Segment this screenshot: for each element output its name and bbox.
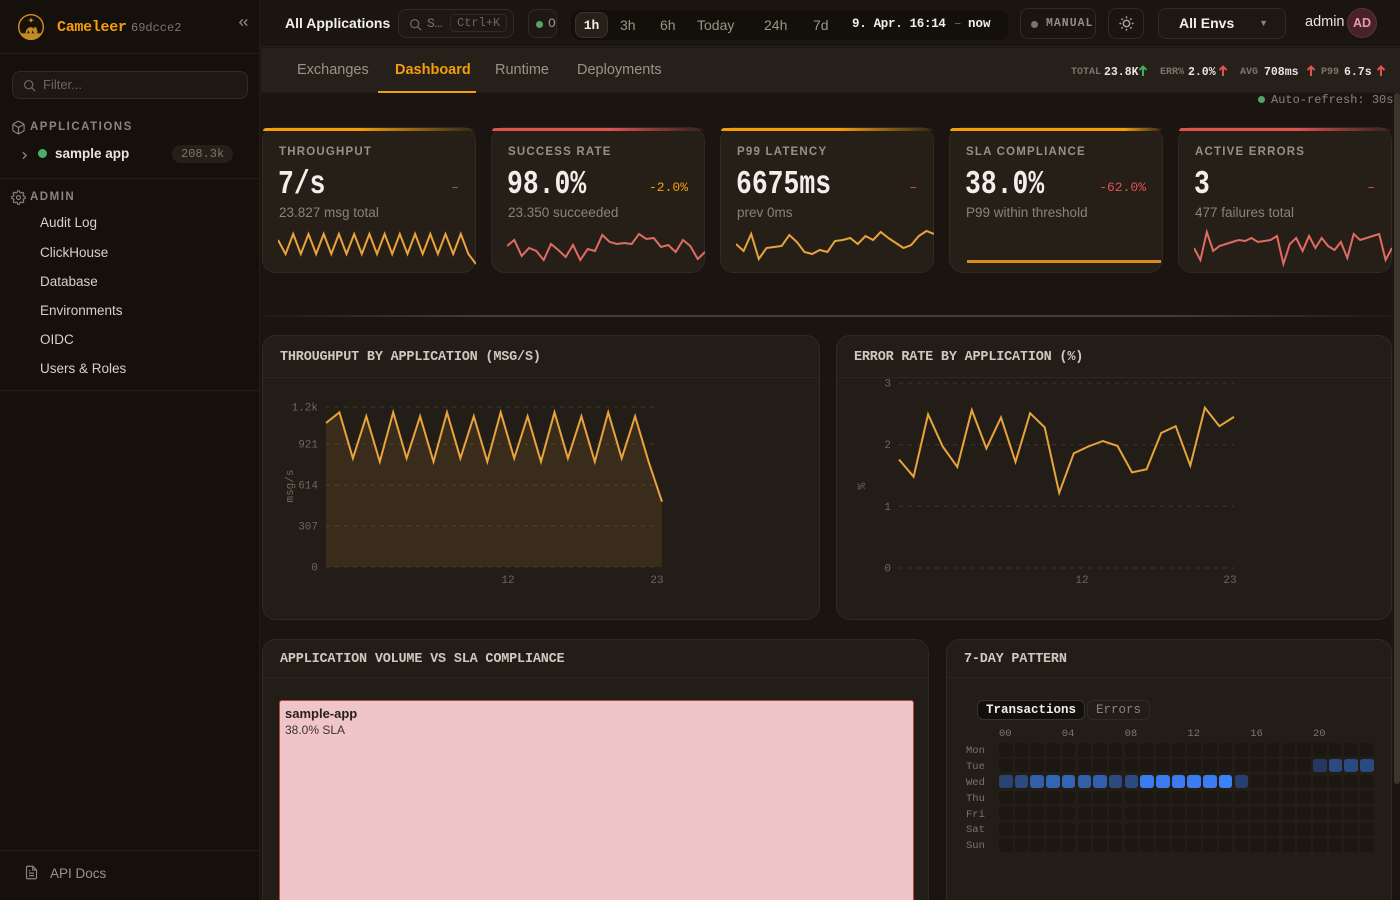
svg-text:921: 921 <box>298 440 318 452</box>
svg-text:1: 1 <box>884 502 891 514</box>
svg-text:0: 0 <box>884 564 891 576</box>
svg-text:%: % <box>857 482 869 489</box>
svg-text:3: 3 <box>884 379 891 391</box>
svg-text:1.2k: 1.2k <box>292 403 319 415</box>
svg-text:0: 0 <box>311 563 318 575</box>
svg-text:2: 2 <box>884 440 891 452</box>
svg-text:614: 614 <box>298 481 318 493</box>
svg-text:23: 23 <box>1223 575 1236 587</box>
svg-text:12: 12 <box>1075 575 1088 587</box>
svg-text:307: 307 <box>298 522 318 534</box>
svg-text:12: 12 <box>501 575 514 587</box>
svg-text:23: 23 <box>650 575 663 587</box>
svg-text:msg/s: msg/s <box>285 469 297 502</box>
